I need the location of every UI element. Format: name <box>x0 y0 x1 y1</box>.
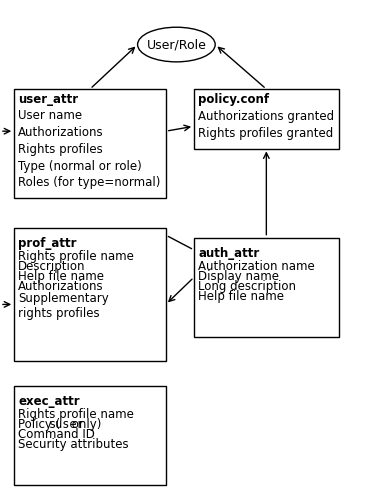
Text: Policy (: Policy ( <box>18 418 61 431</box>
Text: User name: User name <box>18 109 82 122</box>
FancyBboxPatch shape <box>194 238 339 337</box>
Text: Display name: Display name <box>198 270 279 283</box>
Text: exec_attr: exec_attr <box>18 395 80 408</box>
Text: user_attr: user_attr <box>18 93 78 105</box>
Text: Authorizations granted: Authorizations granted <box>198 110 334 123</box>
Text: Rights profile name: Rights profile name <box>18 250 134 263</box>
FancyBboxPatch shape <box>14 228 166 361</box>
Text: Security attributes: Security attributes <box>18 438 129 451</box>
Text: only): only) <box>68 418 101 431</box>
Text: Description: Description <box>18 260 86 273</box>
Text: prof_attr: prof_attr <box>18 237 77 249</box>
Text: Rights profile name: Rights profile name <box>18 408 134 421</box>
Text: auth_attr: auth_attr <box>198 247 260 259</box>
Text: Type (normal or role): Type (normal or role) <box>18 160 142 173</box>
Text: Authorizations: Authorizations <box>18 126 104 139</box>
Text: Authorizations: Authorizations <box>18 280 104 293</box>
Ellipse shape <box>138 27 215 62</box>
Text: Rights profiles granted: Rights profiles granted <box>198 127 334 140</box>
Text: Supplementary
rights profiles: Supplementary rights profiles <box>18 292 109 320</box>
Text: Authorization name: Authorization name <box>198 260 315 273</box>
Text: suser: suser <box>48 418 84 431</box>
FancyBboxPatch shape <box>194 89 339 148</box>
Text: Help file name: Help file name <box>198 290 284 302</box>
FancyBboxPatch shape <box>14 89 166 198</box>
Text: Help file name: Help file name <box>18 270 104 283</box>
Text: Rights profiles: Rights profiles <box>18 143 103 156</box>
Text: Command ID: Command ID <box>18 428 95 441</box>
Text: User/Role: User/Role <box>146 38 206 51</box>
Text: Roles (for type=normal): Roles (for type=normal) <box>18 176 161 190</box>
Text: policy.conf: policy.conf <box>198 93 269 106</box>
Text: Long description: Long description <box>198 280 296 293</box>
FancyBboxPatch shape <box>14 386 166 485</box>
